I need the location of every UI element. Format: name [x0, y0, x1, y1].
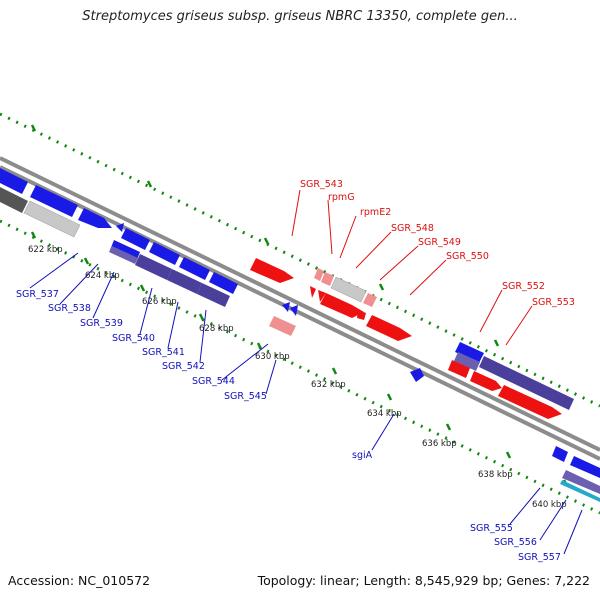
gene-red [470, 371, 502, 391]
right-cluster-genes[interactable] [448, 342, 600, 502]
gene-red [498, 385, 562, 419]
kbp-label: 640 kbp [532, 500, 567, 510]
kbp-label: 628 kbp [199, 324, 234, 334]
gene-label-sgr-540: SGR_540 [112, 333, 155, 344]
gene-blue [149, 242, 180, 265]
forward-genes-middle[interactable] [250, 258, 412, 341]
gene-label-sgr-543: SGR_543 [300, 179, 343, 190]
gene-label-sgr-542: SGR_542 [162, 361, 205, 372]
gene-pink [321, 272, 334, 286]
gene-blue [570, 456, 600, 478]
gene-blue [116, 223, 124, 232]
gene-blue [179, 257, 210, 280]
gene-purple [479, 356, 574, 410]
upper-tick-track [0, 112, 600, 408]
gene-label-sgr-544: SGR_544 [192, 376, 235, 387]
gene-purple [167, 269, 202, 294]
kbp-label: 636 kbp [422, 439, 457, 449]
gene-label-sgr-552: SGR_552 [502, 281, 545, 292]
gene-label-sgr-548: SGR_548 [391, 223, 434, 234]
gene-blue [290, 305, 298, 316]
reverse-genes-middle[interactable] [269, 302, 424, 382]
kbp-label: 634 kbp [367, 409, 402, 419]
gene-blue [552, 446, 568, 462]
gene-label-sgr-538: SGR_538 [48, 303, 91, 314]
genome-stats-text: Topology: linear; Length: 8,545,929 bp; … [257, 573, 590, 588]
lower-major-ticks [30, 231, 569, 487]
forward-gene-labels: SGR_543 rpmG rpmE2 SGR_548 SGR_549 SGR_5… [300, 179, 575, 308]
gene-blue [30, 185, 78, 217]
kbp-label: 630 kbp [255, 352, 290, 362]
gene-red [366, 315, 412, 341]
backbone [0, 156, 600, 461]
gene-label-rpme2: rpmE2 [360, 207, 391, 218]
gene-label-sgr-549: SGR_549 [418, 237, 461, 248]
gene-label-rpmg: rpmG [328, 192, 355, 203]
gene-purple [562, 470, 600, 494]
gene-blue [78, 208, 112, 228]
kbp-label: 638 kbp [478, 470, 513, 480]
map-title: Streptomyces griseus subsp. griseus NBRC… [82, 9, 518, 24]
gene-purple [109, 246, 138, 264]
forward-label-connectors [291, 189, 533, 346]
reverse-genes-left[interactable] [109, 223, 238, 307]
gene-blue [209, 272, 238, 294]
gene-label-sgr-539: SGR_539 [80, 318, 123, 329]
gene-red [448, 360, 470, 378]
kbp-label: 626 kbp [142, 297, 177, 307]
kbp-label: 632 kbp [311, 380, 346, 390]
gene-red [357, 310, 366, 320]
gene-purple [197, 283, 230, 307]
reverse-label-connectors [29, 252, 583, 555]
gene-blue [410, 368, 424, 382]
gene-teal [560, 480, 600, 502]
kbp-label: 624 kbp [85, 271, 120, 281]
gene-pink [269, 316, 296, 336]
gene-label-sgr-555: SGR_555 [470, 523, 513, 534]
forward-left-genes[interactable] [0, 168, 112, 238]
upper-major-ticks [30, 124, 500, 347]
gene-grey [0, 187, 28, 213]
gene-label-sgia: sgiA [352, 450, 373, 461]
gene-label-sgr-537: SGR_537 [16, 289, 59, 300]
gene-label-sgr-556: SGR_556 [494, 537, 537, 548]
gene-blue [455, 342, 484, 363]
gene-pink [314, 268, 324, 281]
kbp-label: 622 kbp [28, 245, 63, 255]
gene-lightgrey [330, 276, 367, 303]
kbp-labels: 622 kbp 624 kbp 626 kbp 628 kbp 630 kbp … [28, 245, 567, 510]
gene-red [250, 258, 294, 283]
gene-blue [282, 302, 290, 312]
gene-lightgrey [23, 200, 81, 238]
gene-label-sgr-545: SGR_545 [224, 391, 267, 402]
reverse-gene-labels: SGR_537 SGR_538 SGR_539 SGR_540 SGR_541 … [16, 289, 561, 563]
gene-label-sgr-557: SGR_557 [518, 552, 561, 563]
accession-text: Accession: NC_010572 [8, 573, 151, 588]
lower-tick-track [0, 219, 600, 515]
gene-label-sgr-541: SGR_541 [142, 347, 185, 358]
gene-label-sgr-550: SGR_550 [446, 251, 489, 262]
gene-label-sgr-553: SGR_553 [532, 297, 575, 308]
gene-purple [135, 254, 172, 280]
gene-purple [454, 352, 480, 371]
gene-pink [363, 293, 377, 307]
gene-red [318, 290, 326, 302]
gene-blue [121, 228, 150, 250]
gene-red [310, 286, 316, 298]
gene-red [320, 293, 364, 318]
gene-blue [0, 168, 28, 194]
